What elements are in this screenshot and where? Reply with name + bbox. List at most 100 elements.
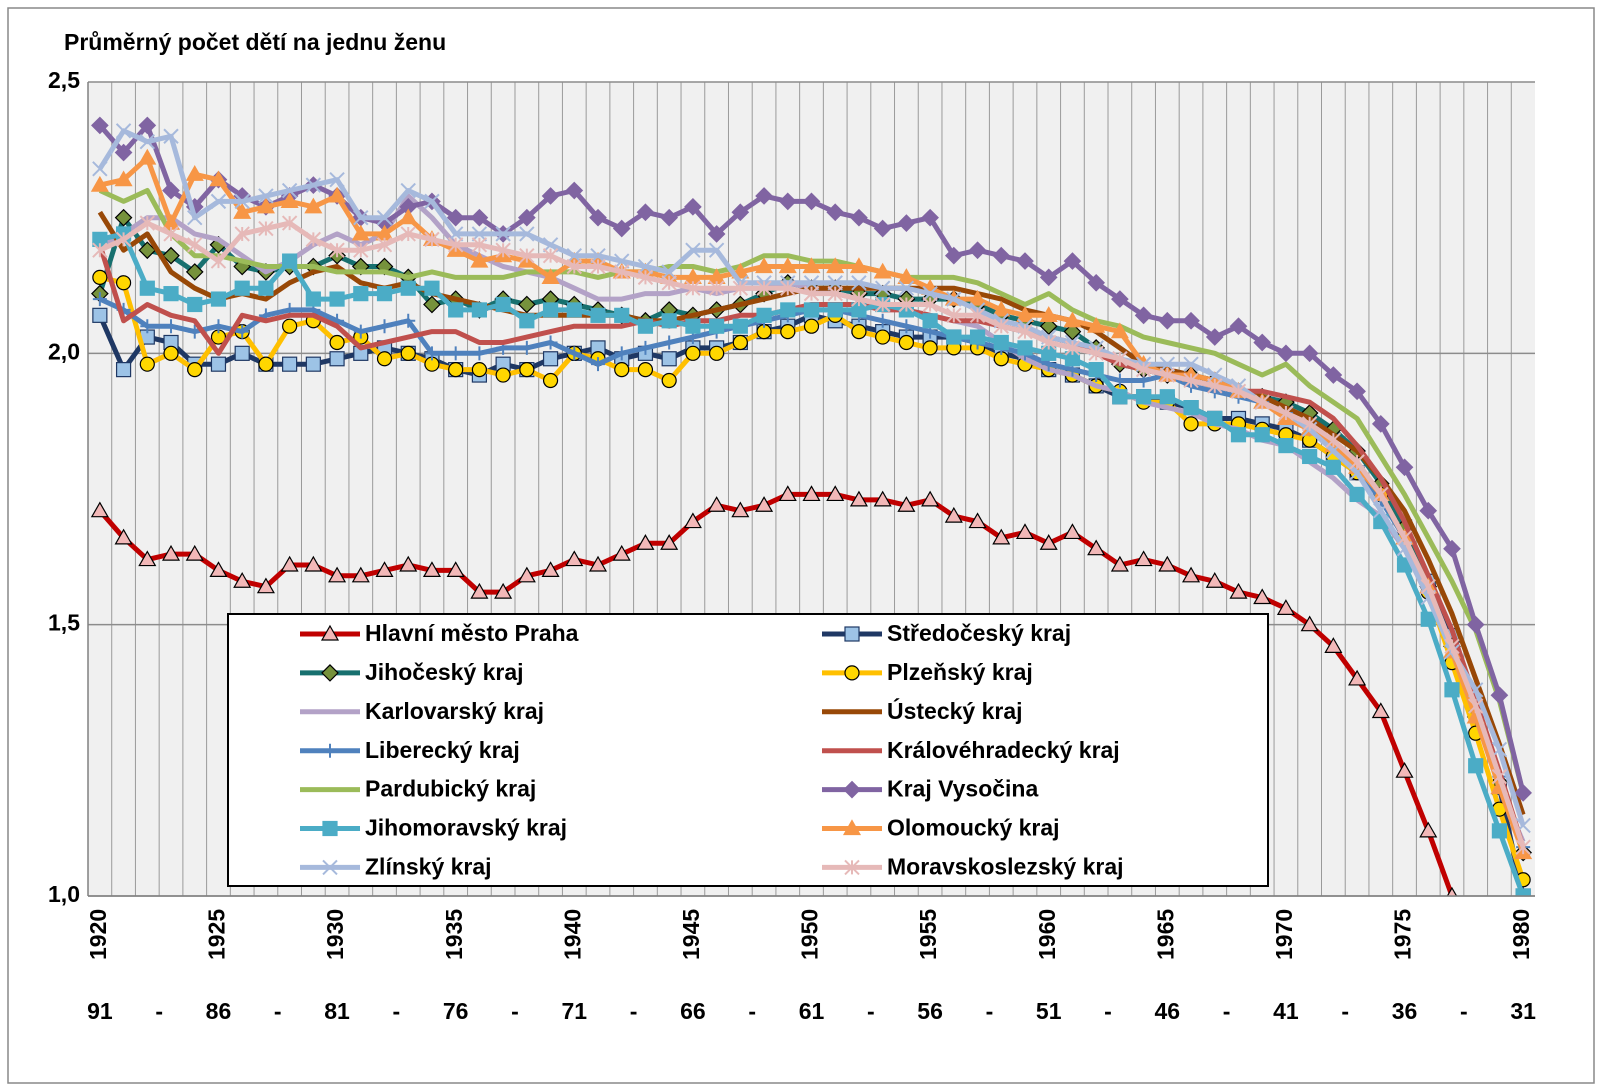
marker: [211, 319, 226, 334]
marker: [946, 291, 962, 307]
marker: [1278, 405, 1294, 421]
marker: [305, 291, 321, 307]
secondary-x-label: -: [748, 998, 756, 1024]
marker: [185, 263, 204, 281]
secondary-x-label: 56: [917, 998, 943, 1024]
marker: [1112, 373, 1127, 388]
marker: [424, 193, 440, 210]
marker: [422, 561, 441, 577]
marker: [637, 362, 654, 378]
marker: [803, 275, 820, 291]
y-tick-label: 1,0: [48, 881, 80, 907]
marker: [400, 226, 416, 242]
marker: [400, 182, 416, 199]
marker: [322, 859, 338, 876]
marker: [843, 780, 861, 799]
legend-entries: Hlavní město Praha Středočeský kraj Jihoče…: [300, 620, 1124, 879]
marker: [542, 302, 559, 318]
marker: [565, 550, 584, 567]
marker: [471, 237, 488, 253]
marker: [826, 203, 845, 222]
marker: [1017, 323, 1033, 340]
marker: [802, 485, 821, 502]
marker: [235, 324, 250, 339]
marker: [803, 285, 820, 302]
marker: [541, 268, 560, 284]
marker: [709, 318, 725, 334]
marker: [446, 561, 465, 577]
marker: [114, 143, 133, 162]
marker: [566, 247, 582, 264]
marker: [377, 319, 392, 334]
marker: [612, 544, 631, 561]
marker: [1348, 669, 1367, 686]
marker: [567, 346, 582, 361]
marker: [732, 334, 748, 351]
marker: [1324, 366, 1343, 384]
marker: [542, 247, 559, 264]
marker: [1111, 290, 1129, 308]
secondary-x-label: -: [1223, 998, 1231, 1024]
marker: [1017, 340, 1033, 356]
marker: [844, 859, 860, 876]
marker: [495, 296, 511, 313]
marker: [827, 285, 843, 302]
marker: [614, 346, 629, 361]
x-tick-label: 1935: [441, 909, 467, 960]
marker: [1277, 344, 1295, 363]
marker: [992, 246, 1011, 265]
marker: [399, 208, 418, 225]
marker: [329, 242, 345, 258]
marker: [921, 490, 940, 507]
marker: [1158, 311, 1177, 330]
marker: [519, 247, 535, 264]
marker: [897, 268, 916, 284]
marker: [826, 257, 845, 274]
marker: [541, 187, 560, 205]
x-tick-label: 1945: [678, 909, 704, 960]
marker: [732, 280, 749, 296]
marker: [448, 362, 464, 378]
marker: [1396, 530, 1413, 546]
marker: [1039, 306, 1058, 322]
marker: [187, 237, 203, 253]
marker: [400, 280, 416, 296]
marker: [1419, 501, 1438, 520]
marker: [115, 362, 132, 378]
marker: [495, 242, 511, 258]
secondary-x-label: 86: [206, 998, 232, 1024]
marker: [210, 291, 227, 307]
marker: [446, 208, 465, 227]
marker: [778, 485, 797, 502]
marker: [849, 490, 868, 507]
marker: [1324, 637, 1343, 653]
marker: [1087, 273, 1106, 292]
marker: [328, 186, 347, 203]
marker: [661, 351, 677, 367]
marker: [353, 242, 369, 258]
marker: [612, 219, 631, 238]
marker: [1349, 454, 1365, 470]
marker: [780, 302, 796, 318]
marker: [1041, 334, 1057, 351]
marker: [756, 307, 772, 323]
marker: [1325, 432, 1342, 448]
marker: [591, 357, 606, 372]
marker: [1491, 823, 1508, 839]
marker: [636, 203, 655, 222]
marker: [209, 170, 228, 187]
legend-label: Středočeský kraj: [887, 620, 1071, 646]
marker: [1110, 322, 1129, 339]
marker: [91, 116, 109, 135]
marker: [92, 269, 108, 285]
marker: [898, 296, 915, 313]
marker: [1230, 383, 1247, 400]
marker: [944, 246, 963, 265]
secondary-x-label: 76: [443, 998, 469, 1024]
secondary-x-label: -: [986, 998, 994, 1024]
marker: [803, 318, 820, 334]
marker: [685, 345, 701, 361]
marker: [802, 257, 821, 274]
marker: [1325, 459, 1341, 475]
